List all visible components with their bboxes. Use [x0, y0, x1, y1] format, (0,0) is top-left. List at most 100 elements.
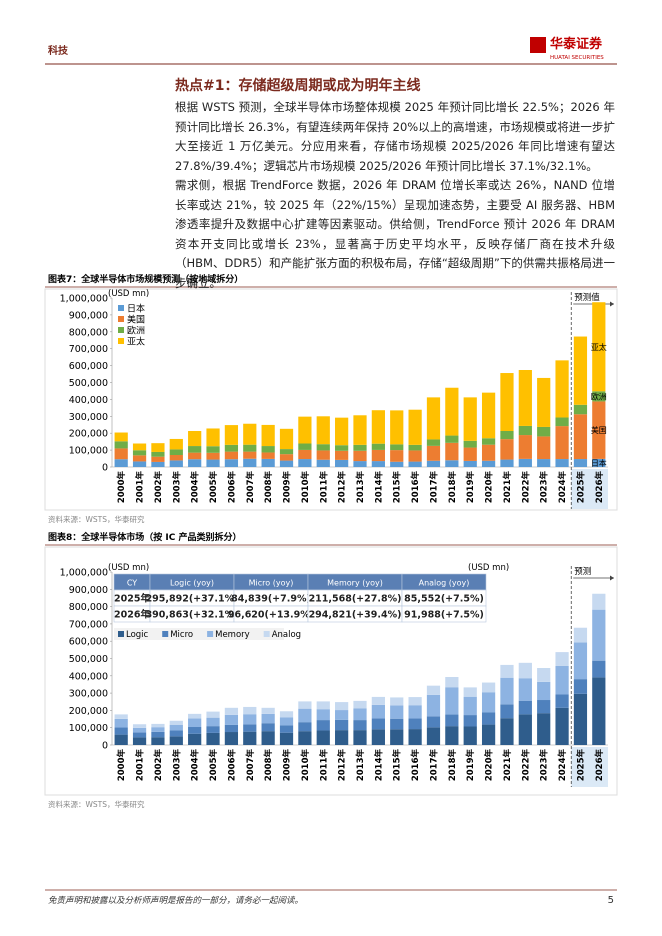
legend-swatch	[118, 327, 124, 333]
bar-segment	[371, 704, 385, 719]
x-tick-label: 2015年	[392, 471, 403, 504]
bar-segment	[481, 712, 496, 725]
bar-segment	[426, 397, 441, 440]
bar-segment	[500, 718, 514, 745]
bar-segment	[188, 459, 202, 467]
y-tick-label: 1,000,000	[60, 568, 108, 579]
bar-segment	[445, 726, 459, 745]
bar-segment	[206, 732, 220, 745]
legend-box	[114, 628, 284, 640]
bar-segment	[390, 410, 404, 445]
unit-label: (USD mn)	[108, 563, 149, 573]
bar-segment	[537, 668, 551, 682]
bar-segment	[335, 702, 349, 711]
x-tick-label: 2003年	[171, 471, 182, 504]
x-tick-label: 2011年	[318, 749, 329, 782]
x-tick-label: 2018年	[447, 749, 458, 782]
bar-segment	[335, 459, 349, 467]
bar-segment	[169, 449, 183, 456]
x-tick-label: 2017年	[428, 471, 439, 504]
x-tick-label: 2012年	[337, 749, 348, 782]
bar-segment	[188, 452, 202, 460]
bar-segment	[224, 425, 239, 445]
legend-label: 欧洲	[127, 325, 145, 337]
figure-title: 图表7：全球半导体市场规模预测（按地域拆分）	[48, 273, 243, 285]
unit-label: (USD mn)	[108, 289, 149, 299]
section-label: 科技	[48, 44, 69, 57]
bar-segment	[151, 723, 165, 728]
bar-segment	[573, 693, 588, 745]
bar-segment	[114, 734, 128, 745]
disclaimer: 免责声明和披露以及分析师声明是报告的一部分，请务必一起阅读。	[48, 895, 303, 906]
bar-segment	[132, 724, 147, 728]
bar-segment	[445, 714, 459, 727]
legend-swatch	[118, 305, 124, 311]
x-tick-label: 2005年	[208, 471, 219, 504]
y-tick-label: 800,000	[69, 602, 108, 613]
x-tick-label: 2013年	[355, 749, 366, 782]
bar-segment	[169, 720, 183, 725]
x-tick-label: 2009年	[282, 749, 293, 782]
bar-segment	[371, 696, 385, 705]
bar-segment	[169, 724, 183, 731]
bar-segment	[426, 685, 441, 695]
bar-segment	[261, 424, 275, 447]
bar-segment	[335, 445, 349, 451]
bar-segment	[206, 459, 220, 467]
y-tick-label: 500,000	[69, 378, 108, 389]
bar-segment	[408, 461, 422, 467]
x-tick-label: 2006年	[226, 471, 237, 504]
bar-segment	[555, 459, 569, 467]
bar-segment	[114, 459, 128, 467]
bar-segment	[188, 713, 202, 719]
x-tick-label: 2013年	[355, 471, 366, 504]
x-tick-label: 2020年	[484, 471, 495, 504]
bar-segment	[298, 459, 312, 467]
bar-segment	[243, 724, 257, 732]
bar-segment	[573, 627, 588, 643]
bar-segment	[335, 719, 349, 731]
bar-segment	[243, 458, 257, 467]
bar-segment	[132, 732, 147, 738]
logo-text-en: HUATAI SECURITIES	[550, 55, 604, 61]
bar-segment	[279, 460, 294, 467]
bar-segment	[500, 373, 514, 432]
x-tick-label: 2015年	[392, 749, 403, 782]
table-text: Micro (yoy)	[249, 579, 294, 588]
bar-segment	[169, 438, 183, 450]
bar-segment	[261, 458, 275, 467]
table-text: Logic (yoy)	[170, 579, 214, 588]
bar-segment	[151, 737, 165, 745]
table-text: 96,620(+13.9%)	[228, 610, 314, 621]
forecast-label: 预测	[574, 566, 591, 577]
bar-segment	[463, 440, 477, 448]
bar-segment	[555, 417, 569, 427]
forecast-arrowhead	[610, 575, 614, 581]
bar-segment	[279, 711, 294, 718]
bar-segment	[573, 459, 588, 467]
forecast-highlight	[571, 747, 608, 787]
bar-segment	[224, 732, 239, 745]
bar-segment	[206, 428, 220, 447]
bar-segment	[243, 731, 257, 745]
bar-segment	[371, 410, 385, 444]
forecast-arrowhead	[610, 301, 614, 307]
bar-segment	[426, 694, 441, 717]
bar-segment	[426, 716, 441, 728]
bar-segment	[243, 423, 257, 445]
bar-segment	[316, 720, 330, 731]
bar-segment	[169, 455, 183, 461]
bar-segment	[390, 450, 404, 462]
table-text: 91,988(+7.5%)	[404, 610, 484, 621]
bar-segment	[298, 731, 312, 745]
bar-segment	[500, 677, 514, 705]
bar-segment	[261, 731, 275, 745]
bar-segment	[500, 664, 514, 678]
figure-source: 资料来源：WSTS，华泰研究	[48, 514, 145, 524]
bar-segment	[445, 687, 459, 715]
legend-swatch	[118, 338, 124, 344]
segment-label: 日本	[591, 458, 607, 468]
bar-segment	[335, 450, 349, 460]
